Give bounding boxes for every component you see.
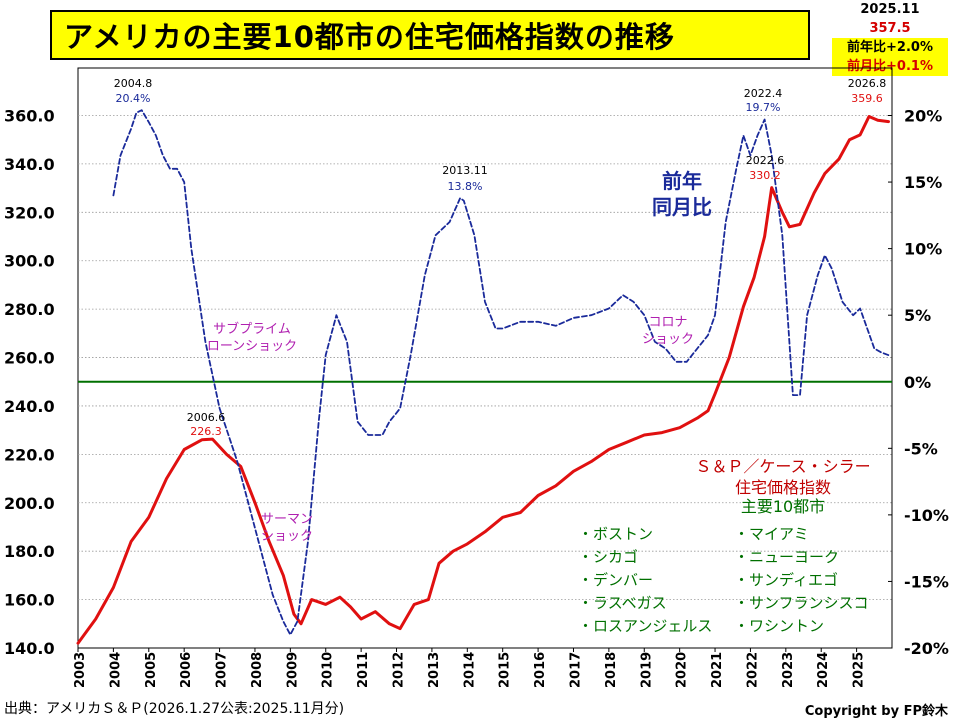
event-label: サブプライム <box>213 321 291 337</box>
city-list-item: ・ワシントン <box>734 617 824 635</box>
x-tick-label: 2006 <box>179 652 194 688</box>
y-right-tick-label: 5% <box>904 306 931 325</box>
y-right-tick-label: -5% <box>904 439 938 458</box>
x-tick-label: 2004 <box>108 652 123 688</box>
x-tick-label: 2003 <box>73 652 88 688</box>
event-label: サーマン <box>261 512 313 527</box>
chart-title: アメリカの主要10都市の住宅価格指数の推移 <box>50 10 810 60</box>
latest-mom: 前月比+0.1% <box>832 57 948 76</box>
peak-value-label: 359.6 <box>851 92 883 105</box>
y-left-tick-label: 160.0 <box>4 591 55 610</box>
y-right-tick-label: 15% <box>904 173 942 192</box>
peak-value-label: 226.3 <box>190 425 222 438</box>
y-left-tick-label: 240.0 <box>4 397 55 416</box>
y-left-tick-label: 280.0 <box>4 300 55 319</box>
x-tick-label: 2025 <box>852 652 867 688</box>
peak-date-label: 2022.4 <box>744 87 783 100</box>
y-left-tick-label: 320.0 <box>4 203 55 222</box>
y-right-tick-label: 10% <box>904 240 942 259</box>
x-tick-label: 2024 <box>816 652 831 688</box>
y-left-tick-label: 360.0 <box>4 107 55 126</box>
city-list-item: ・ニューヨーク <box>734 548 839 566</box>
city-list-item: ・ロスアンジェルス <box>578 617 712 635</box>
latest-date: 2025.11 <box>860 2 920 17</box>
x-tick-label: 2005 <box>144 652 159 688</box>
source-note: 出典：アメリカＳ＆Ｐ(2026.1.27公表:2025.11月分) <box>4 701 345 717</box>
y-right-tick-label: -10% <box>904 506 949 525</box>
y-right-tick-label: -20% <box>904 639 949 658</box>
city-list-item: ・ラスベガス <box>578 594 667 612</box>
x-tick-label: 2012 <box>392 652 407 688</box>
x-tick-label: 2013 <box>427 652 442 688</box>
y-right-tick-label: -15% <box>904 572 949 591</box>
y-left-tick-label: 300.0 <box>4 252 55 271</box>
peak-value-label: 19.7% <box>746 101 781 114</box>
peak-date-label: 2026.8 <box>848 77 887 90</box>
latest-yoy: 前年比+2.0% <box>832 38 948 57</box>
x-tick-label: 2022 <box>745 652 760 688</box>
yoy-series-label: 前年 <box>662 169 702 193</box>
peak-date-label: 2004.8 <box>114 77 153 90</box>
event-label: コロナ <box>648 315 687 330</box>
x-tick-label: 2021 <box>710 652 725 688</box>
x-tick-label: 2009 <box>285 652 300 688</box>
city-list-item: ・ボストン <box>578 525 653 543</box>
y-left-tick-label: 140.0 <box>4 639 55 658</box>
peak-value-label: 13.8% <box>448 180 483 193</box>
city-list-item: ・デンバー <box>578 571 653 589</box>
latest-value: 357.5 <box>869 21 911 36</box>
x-tick-label: 2017 <box>568 652 583 688</box>
copyright-note: Copyright by FP鈴木 <box>804 704 948 719</box>
x-tick-label: 2008 <box>250 652 265 688</box>
index-legend-subtitle: 主要10都市 <box>741 497 825 516</box>
peak-date-label: 2013.11 <box>442 164 488 177</box>
peak-value-label: 20.4% <box>116 92 151 105</box>
event-label: ショック <box>261 529 313 544</box>
x-tick-label: 2014 <box>462 652 477 688</box>
peak-date-label: 2022.6 <box>746 154 785 167</box>
y-left-tick-label: 340.0 <box>4 155 55 174</box>
x-tick-label: 2023 <box>781 652 796 688</box>
x-tick-label: 2019 <box>639 652 654 688</box>
city-list-item: ・サンフランシスコ <box>734 594 869 612</box>
latest-value-box: 2025.11 357.5 前年比+2.0% 前月比+0.1% <box>832 0 948 76</box>
y-right-tick-label: 0% <box>904 373 931 392</box>
index-legend-title: Ｓ＆Ｐ／ケース・シラー <box>695 457 870 476</box>
event-label: ショック <box>642 332 694 347</box>
x-tick-label: 2011 <box>356 652 371 688</box>
city-list-item: ・シカゴ <box>578 548 638 566</box>
yoy-series-label: 同月比 <box>652 195 712 219</box>
y-left-tick-label: 200.0 <box>4 494 55 513</box>
x-tick-label: 2016 <box>533 652 548 688</box>
series-line-yoy <box>112 109 890 636</box>
x-tick-label: 2007 <box>215 652 230 688</box>
index-legend-title: 住宅価格指数 <box>735 478 831 497</box>
y-left-tick-label: 180.0 <box>4 542 55 561</box>
peak-date-label: 2006.6 <box>187 411 226 424</box>
x-tick-label: 2018 <box>604 652 619 688</box>
y-left-tick-label: 260.0 <box>4 349 55 368</box>
x-tick-label: 2010 <box>321 652 336 688</box>
city-list-item: ・マイアミ <box>734 525 809 543</box>
x-tick-label: 2015 <box>498 652 513 688</box>
plot-frame <box>77 67 893 649</box>
event-label: ローンショック <box>207 339 297 354</box>
y-right-tick-label: 20% <box>904 107 942 126</box>
x-tick-label: 2020 <box>675 652 690 688</box>
y-left-tick-label: 220.0 <box>4 445 55 464</box>
city-list-item: ・サンディエゴ <box>734 571 838 589</box>
peak-value-label: 330.2 <box>749 169 781 182</box>
